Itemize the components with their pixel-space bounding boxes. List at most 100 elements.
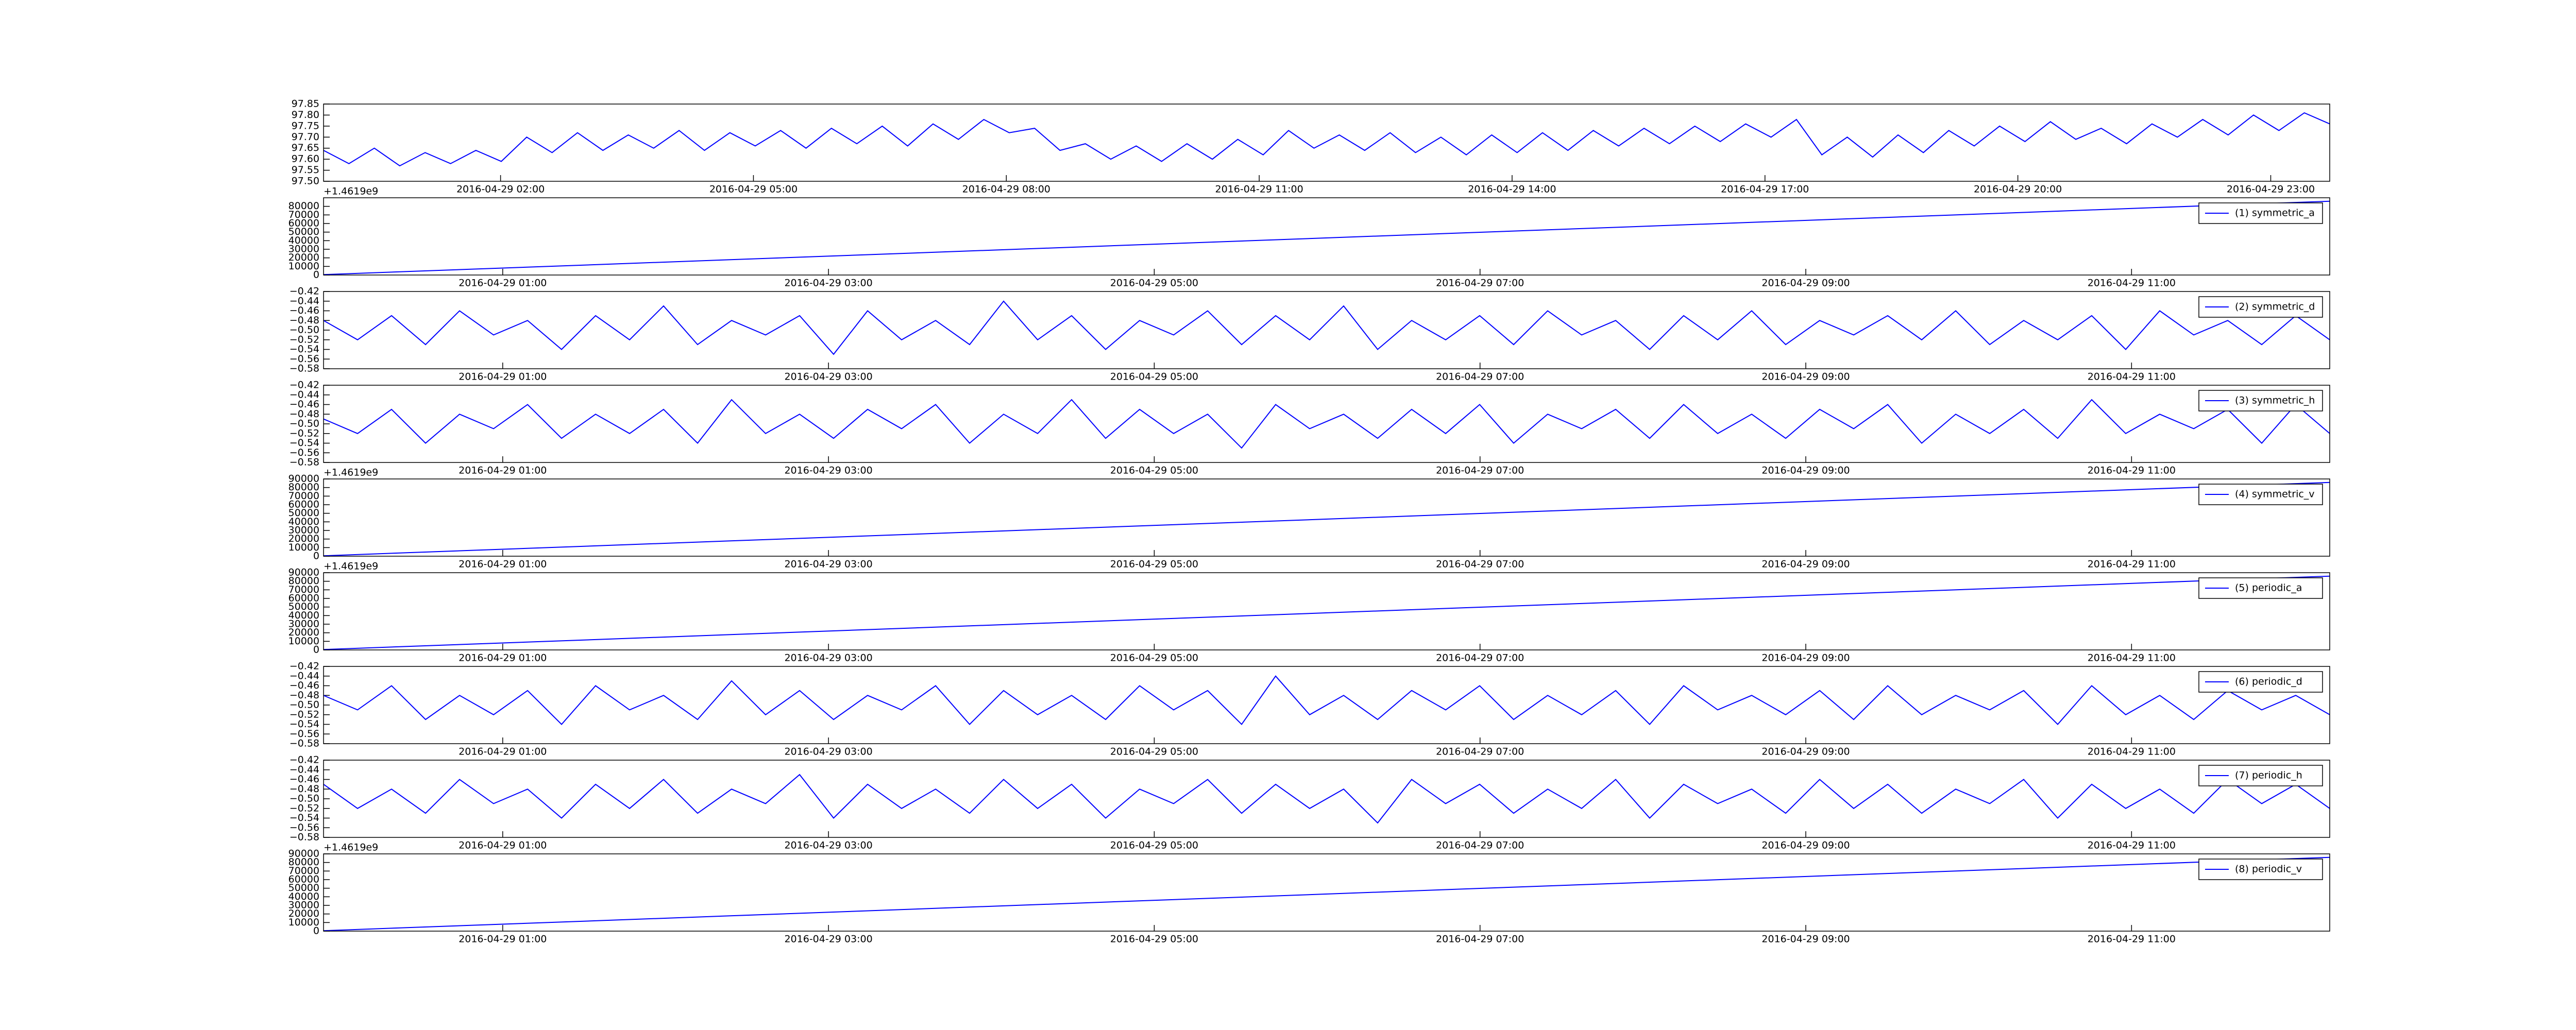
y-tick-label: −0.46: [290, 399, 319, 410]
y-tick-label: 50000: [289, 507, 319, 519]
y-tick-label: −0.48: [290, 783, 319, 795]
y-tick-label: −0.42: [290, 661, 319, 672]
y-tick-label: −0.42: [290, 380, 319, 391]
legend-label: (4) symmetric_v: [2235, 489, 2315, 500]
x-tick-label: 2016-04-29 11:00: [2088, 746, 2176, 758]
y-tick-label: −0.54: [290, 437, 319, 449]
y-tick-label: 20000: [289, 908, 319, 919]
y-tick-label: −0.58: [290, 832, 319, 843]
y-tick-label: −0.46: [290, 680, 319, 691]
y-tick-label: −0.58: [290, 363, 319, 374]
legend-label: (5) periodic_a: [2235, 582, 2302, 594]
y-tick-label: 40000: [289, 610, 319, 621]
x-tick-label: 2016-04-29 14:00: [1468, 184, 1556, 195]
x-tick-label: 2016-04-29 05:00: [1110, 746, 1198, 758]
legend-label: (2) symmetric_d: [2235, 301, 2315, 313]
y-tick-label: −0.52: [290, 802, 319, 814]
x-tick-label: 2016-04-29 09:00: [1761, 465, 1850, 476]
x-tick-label: 2016-04-29 09:00: [1761, 840, 1850, 851]
x-tick-label: 2016-04-29 11:00: [2088, 278, 2176, 289]
x-tick-label: 2016-04-29 05:00: [1110, 371, 1198, 383]
x-tick-label: 2016-04-29 07:00: [1436, 559, 1524, 570]
x-tick-label: 2016-04-29 03:00: [784, 840, 872, 851]
y-tick-label: 90000: [289, 567, 319, 578]
y-tick-label: 80000: [289, 575, 319, 587]
x-tick-label: 2016-04-29 11:00: [2088, 371, 2176, 383]
x-tick-label: 2016-04-29 01:00: [459, 278, 547, 289]
y-tick-label: 50000: [289, 226, 319, 237]
y-tick-label: −0.44: [290, 295, 319, 306]
y-tick-label: −0.50: [290, 793, 319, 804]
y-tick-label: 90000: [289, 473, 319, 485]
axes-frame: [323, 197, 2330, 276]
y-tick-label: 80000: [289, 856, 319, 868]
y-tick-label: 0: [313, 925, 319, 937]
x-tick-label: 2016-04-29 05:00: [709, 184, 798, 195]
y-tick-label: −0.54: [290, 812, 319, 823]
y-tick-label: −0.42: [290, 754, 319, 766]
y-tick-label: 10000: [289, 261, 319, 272]
x-tick-label: 2016-04-29 23:00: [2227, 184, 2315, 195]
y-tick-label: −0.50: [290, 418, 319, 430]
y-tick-label: 40000: [289, 891, 319, 902]
series-line: [323, 112, 2330, 167]
x-tick-label: 2016-04-29 01:00: [459, 840, 547, 851]
x-tick-label: 2016-04-29 08:00: [962, 184, 1050, 195]
x-tick-label: 2016-04-29 03:00: [784, 465, 872, 476]
x-tick-label: 2016-04-29 07:00: [1436, 934, 1524, 945]
x-tick-label: 2016-04-29 05:00: [1110, 934, 1198, 945]
axes-frame: [323, 291, 2330, 369]
axes-frame: [323, 572, 2330, 650]
x-tick-label: 2016-04-29 07:00: [1436, 840, 1524, 851]
offset-text: +1.4619e9: [324, 561, 378, 572]
y-tick-label: 30000: [289, 900, 319, 911]
subplot: −0.58−0.56−0.54−0.52−0.50−0.48−0.46−0.44…: [290, 286, 2330, 383]
y-tick-label: −0.56: [290, 447, 319, 458]
offset-text: +1.4619e9: [324, 186, 378, 197]
x-tick-label: 2016-04-29 05:00: [1110, 653, 1198, 664]
y-tick-label: 97.55: [292, 164, 319, 176]
y-tick-label: 50000: [289, 882, 319, 894]
y-tick-label: 10000: [289, 917, 319, 928]
y-tick-label: 60000: [289, 499, 319, 510]
series-line: [323, 300, 2330, 355]
y-tick-label: 0: [313, 644, 319, 656]
y-tick-label: 40000: [289, 235, 319, 246]
x-tick-label: 2016-04-29 07:00: [1436, 746, 1524, 758]
y-tick-label: 30000: [289, 619, 319, 630]
y-tick-label: −0.42: [290, 286, 319, 297]
x-tick-label: 2016-04-29 09:00: [1761, 278, 1850, 289]
subplot: 0100002000030000400005000060000700008000…: [289, 467, 2330, 570]
y-tick-label: 10000: [289, 542, 319, 553]
y-tick-label: 60000: [289, 593, 319, 604]
axes-frame: [323, 853, 2330, 932]
x-tick-label: 2016-04-29 03:00: [784, 559, 872, 570]
axes-frame: [323, 385, 2330, 463]
y-tick-label: −0.56: [290, 728, 319, 740]
y-tick-label: 90000: [289, 848, 319, 860]
y-tick-label: 60000: [289, 218, 319, 229]
y-tick-label: 97.60: [292, 153, 319, 165]
subplot: −0.58−0.56−0.54−0.52−0.50−0.48−0.46−0.44…: [290, 754, 2330, 851]
legend-label: (8) periodic_v: [2235, 864, 2302, 875]
series-line: [323, 399, 2330, 449]
x-tick-label: 2016-04-29 03:00: [784, 371, 872, 383]
axes-frame: [323, 760, 2330, 838]
axes-frame: [323, 666, 2330, 744]
x-tick-label: 2016-04-29 09:00: [1761, 746, 1850, 758]
subplot: 97.5097.5597.6097.6597.7097.7597.8097.85…: [292, 98, 2330, 195]
x-tick-label: 2016-04-29 01:00: [459, 465, 547, 476]
y-tick-label: 70000: [289, 209, 319, 220]
series-line: [323, 200, 2330, 276]
y-tick-label: 97.65: [292, 142, 319, 153]
offset-text: +1.4619e9: [324, 467, 378, 478]
x-tick-label: 2016-04-29 07:00: [1436, 465, 1524, 476]
x-tick-label: 2016-04-29 03:00: [784, 934, 872, 945]
y-tick-label: 70000: [289, 865, 319, 877]
y-tick-label: −0.48: [290, 315, 319, 326]
y-tick-label: 60000: [289, 874, 319, 885]
axes-frame: [323, 104, 2330, 182]
x-tick-label: 2016-04-29 09:00: [1761, 653, 1850, 664]
series-line: [323, 774, 2330, 824]
